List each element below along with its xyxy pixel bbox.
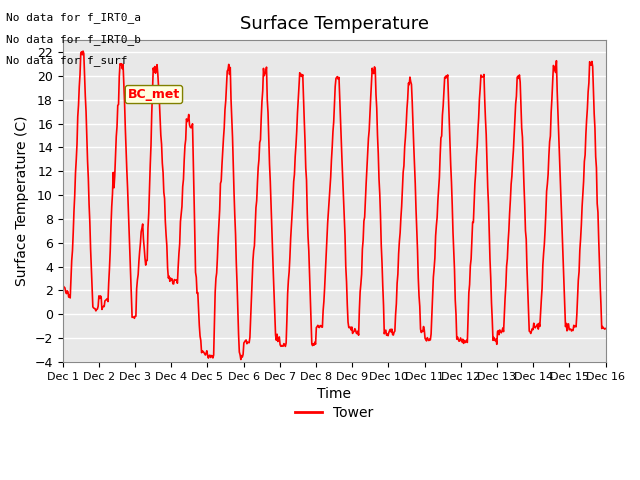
Title: Surface Temperature: Surface Temperature [239, 15, 429, 33]
Text: No data for f_IRT0_a: No data for f_IRT0_a [6, 12, 141, 23]
Text: BC_met: BC_met [128, 88, 180, 101]
Text: No data for f_surf: No data for f_surf [6, 55, 128, 66]
Text: No data for f_IRT0_b: No data for f_IRT0_b [6, 34, 141, 45]
Y-axis label: Surface Temperature (C): Surface Temperature (C) [15, 116, 29, 286]
X-axis label: Time: Time [317, 387, 351, 401]
Legend: Tower: Tower [289, 400, 380, 426]
